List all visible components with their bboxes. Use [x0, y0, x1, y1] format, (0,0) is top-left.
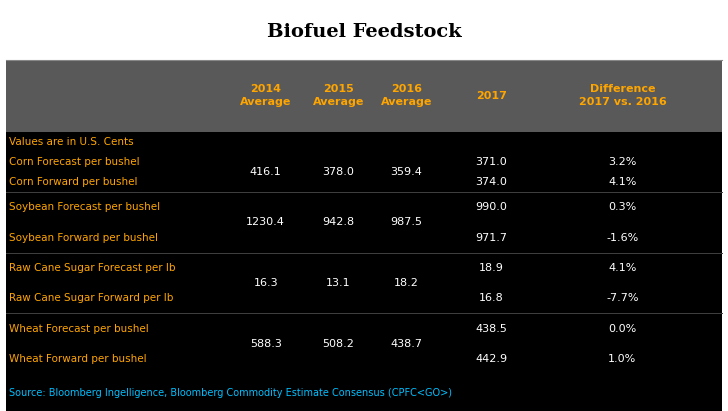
Text: 971.7: 971.7 [475, 233, 507, 242]
Text: Raw Cane Sugar Forward per lb: Raw Cane Sugar Forward per lb [9, 293, 174, 303]
Text: 1.0%: 1.0% [609, 354, 636, 364]
Text: 378.0: 378.0 [323, 167, 355, 177]
Text: 508.2: 508.2 [323, 339, 355, 349]
Text: 0.3%: 0.3% [609, 202, 636, 212]
Text: 438.5: 438.5 [475, 323, 507, 334]
Text: 442.9: 442.9 [475, 354, 507, 364]
Text: Corn Forecast per bushel: Corn Forecast per bushel [9, 157, 140, 167]
FancyBboxPatch shape [6, 132, 722, 411]
FancyBboxPatch shape [6, 60, 722, 132]
Text: 18.2: 18.2 [394, 278, 419, 288]
Text: Soybean Forward per bushel: Soybean Forward per bushel [9, 233, 159, 242]
Text: Difference
2017 vs. 2016: Difference 2017 vs. 2016 [579, 84, 666, 107]
Text: 990.0: 990.0 [475, 202, 507, 212]
Text: Corn Forward per bushel: Corn Forward per bushel [9, 177, 138, 187]
Text: Wheat Forecast per bushel: Wheat Forecast per bushel [9, 323, 149, 334]
Text: Soybean Forecast per bushel: Soybean Forecast per bushel [9, 202, 161, 212]
Text: 3.2%: 3.2% [609, 157, 636, 167]
Text: Raw Cane Sugar Forecast per lb: Raw Cane Sugar Forecast per lb [9, 263, 176, 273]
Text: 987.5: 987.5 [390, 217, 422, 227]
Text: 374.0: 374.0 [475, 177, 507, 187]
Text: Wheat Forward per bushel: Wheat Forward per bushel [9, 354, 147, 364]
Text: 359.4: 359.4 [390, 167, 422, 177]
Text: 13.1: 13.1 [326, 278, 351, 288]
Text: 1230.4: 1230.4 [246, 217, 285, 227]
Text: 18.9: 18.9 [479, 263, 504, 273]
Text: 2017: 2017 [476, 90, 507, 101]
Text: -7.7%: -7.7% [606, 293, 638, 303]
Text: 942.8: 942.8 [323, 217, 355, 227]
Text: Values are in U.S. Cents: Values are in U.S. Cents [9, 136, 134, 147]
Text: 416.1: 416.1 [250, 167, 282, 177]
Text: 2014
Average: 2014 Average [240, 84, 291, 107]
Text: 4.1%: 4.1% [609, 263, 636, 273]
Text: 2015
Average: 2015 Average [313, 84, 364, 107]
Text: 588.3: 588.3 [250, 339, 282, 349]
Text: 371.0: 371.0 [475, 157, 507, 167]
Text: 16.8: 16.8 [479, 293, 504, 303]
Text: -1.6%: -1.6% [606, 233, 638, 242]
Text: Source: Bloomberg Ingelligence, Bloomberg Commodity Estimate Consensus (CPFC<GO>: Source: Bloomberg Ingelligence, Bloomber… [9, 388, 453, 397]
Text: 0.0%: 0.0% [609, 323, 636, 334]
Text: Biofuel Feedstock: Biofuel Feedstock [266, 23, 462, 41]
Text: 2016
Average: 2016 Average [381, 84, 432, 107]
Text: 438.7: 438.7 [390, 339, 422, 349]
Text: 16.3: 16.3 [253, 278, 278, 288]
Text: 4.1%: 4.1% [609, 177, 636, 187]
